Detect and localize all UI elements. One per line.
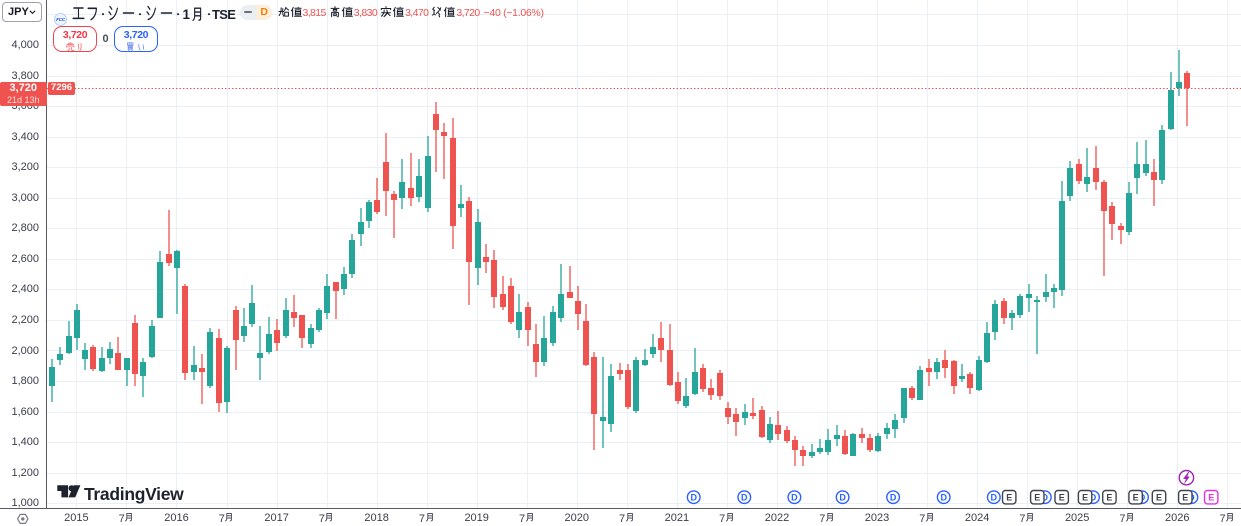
svg-text:E: E [1106, 492, 1112, 502]
svg-text:E: E [1133, 492, 1139, 502]
svg-text:E: E [1082, 492, 1088, 502]
svg-text:E: E [1156, 492, 1162, 502]
svg-text:D: D [991, 492, 998, 502]
svg-text:E: E [1034, 492, 1040, 502]
svg-text:E: E [1059, 492, 1065, 502]
svg-text:D: D [791, 492, 798, 502]
svg-text:D: D [890, 492, 897, 502]
svg-text:D: D [1042, 492, 1049, 502]
svg-text:D: D [690, 492, 697, 502]
svg-text:D: D [940, 492, 947, 502]
svg-text:D: D [1090, 492, 1097, 502]
svg-text:D: D [839, 492, 846, 502]
svg-text:E: E [1006, 492, 1012, 502]
svg-text:E: E [1208, 492, 1214, 502]
svg-text:D: D [741, 492, 748, 502]
svg-text:E: E [1182, 492, 1188, 502]
